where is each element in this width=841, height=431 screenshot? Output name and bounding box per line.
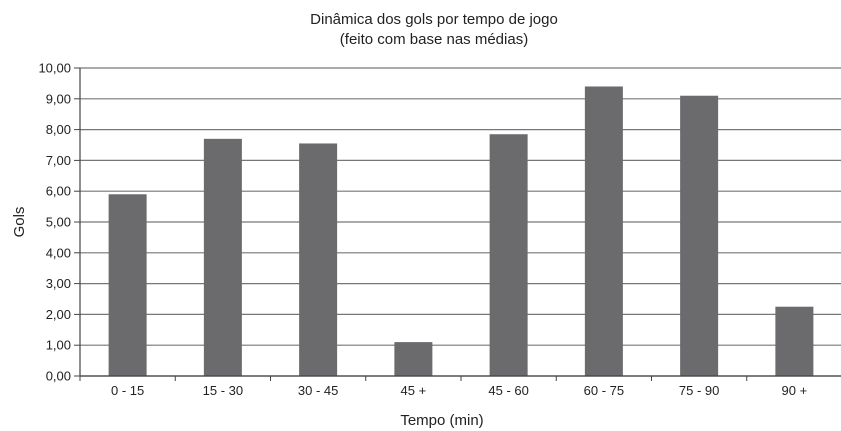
y-tick-label: 3,00 [46, 276, 71, 291]
y-tick-label: 10,00 [38, 61, 71, 76]
y-tick-label: 4,00 [46, 245, 71, 260]
y-axis-ticks: 0,00 1,00 2,00 3,00 4,00 5,00 6,00 7,00 8,00 9,00… [38, 61, 80, 384]
x-tick-label: 15 - 30 [203, 383, 243, 398]
y-tick-label: 6,00 [46, 184, 71, 199]
gridlines [80, 67, 841, 377]
bar [203, 138, 242, 376]
bar [584, 86, 623, 376]
bar [299, 143, 338, 376]
y-axis-label: Gols [11, 207, 28, 238]
x-tick-label: 45 - 60 [488, 383, 528, 398]
bar [680, 95, 719, 376]
x-tick-label: 45 + [401, 383, 427, 398]
x-tick-label: 30 - 45 [298, 383, 338, 398]
chart-title: Dinâmica dos gols por tempo de jogo [310, 11, 558, 28]
x-tick-label: 90 + [782, 383, 808, 398]
y-tick-label: 2,00 [46, 307, 71, 322]
bars [108, 86, 814, 376]
y-tick-label: 9,00 [46, 91, 71, 106]
chart-subtitle: (feito com base nas médias) [340, 31, 528, 48]
x-axis-label: Tempo (min) [400, 412, 483, 429]
y-tick-label: 8,00 [46, 122, 71, 137]
x-tick-label: 75 - 90 [679, 383, 719, 398]
bar [489, 134, 528, 376]
y-tick-label: 1,00 [46, 338, 71, 353]
x-tick-label: 60 - 75 [584, 383, 624, 398]
x-tick-label: 0 - 15 [111, 383, 144, 398]
y-tick-label: 5,00 [46, 215, 71, 230]
bar [394, 342, 433, 376]
y-tick-label: 7,00 [46, 153, 71, 168]
y-tick-label: 0,00 [46, 369, 71, 384]
x-axis-ticks: 0 - 15 15 - 30 30 - 45 45 + 45 - 60 60 - 75 75… [79, 376, 808, 398]
bar [108, 194, 147, 376]
bar [775, 306, 814, 376]
